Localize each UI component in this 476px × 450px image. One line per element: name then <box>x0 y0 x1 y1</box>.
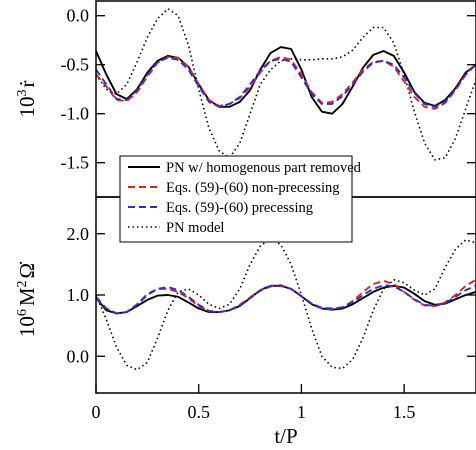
top-series-group <box>95 8 476 161</box>
legend-entries: PN w/ homogenous part removed Eqs. (59)-(… <box>128 160 362 236</box>
top-y-ticks: 0.0 -0.5 -1.0 -1.5 <box>61 6 476 173</box>
bottom-y-tick-label: 2.0 <box>67 224 90 244</box>
legend-label-3: PN model <box>166 220 224 236</box>
bottom-x-ticks: 0 0.5 1 1.5 <box>92 384 416 422</box>
bottom-series-line-0 <box>95 284 476 315</box>
top-y-tick-label: -0.5 <box>61 55 90 75</box>
top-panel: 0.0 -0.5 -1.0 -1.5 103ṙ <box>15 0 476 198</box>
x-tick-label: 1.5 <box>393 402 416 422</box>
bottom-series-line-1 <box>95 278 476 315</box>
legend-label-1: Eqs. (59)-(60) non-precessing <box>166 180 340 196</box>
top-y-tick-label: 0.0 <box>67 6 90 26</box>
x-tick-label: 1 <box>297 402 306 422</box>
top-y-tick-label: -1.5 <box>61 153 90 173</box>
x-tick-label: 0.5 <box>187 402 210 422</box>
legend-box <box>119 155 353 243</box>
bottom-series-line-3 <box>95 237 476 371</box>
bottom-series-group <box>95 237 476 371</box>
x-tick-label: 0 <box>92 402 101 422</box>
top-series-line-0 <box>95 46 476 115</box>
bottom-y-axis-label: 106M2Ω̇ <box>15 261 39 337</box>
top-y-axis-label: 103ṙ <box>15 81 39 118</box>
bottom-series-line-2 <box>95 284 476 315</box>
bottom-y-tick-label: 1.0 <box>67 285 90 305</box>
top-series-line-1 <box>95 55 476 110</box>
bottom-y-ticks: 0.0 1.0 2.0 <box>67 224 476 366</box>
top-y-tick-label: -1.0 <box>61 104 90 124</box>
legend-label-2: Eqs. (59)-(60) precessing <box>166 200 313 216</box>
x-axis-label: t/P <box>274 424 297 448</box>
top-series-line-2 <box>95 56 476 108</box>
legend-label-0: PN w/ homogenous part removed <box>166 160 362 176</box>
top-series-line-3 <box>95 8 476 161</box>
legend: PN w/ homogenous part removed Eqs. (59)-(… <box>119 155 362 243</box>
bottom-y-tick-label: 0.0 <box>67 346 90 366</box>
